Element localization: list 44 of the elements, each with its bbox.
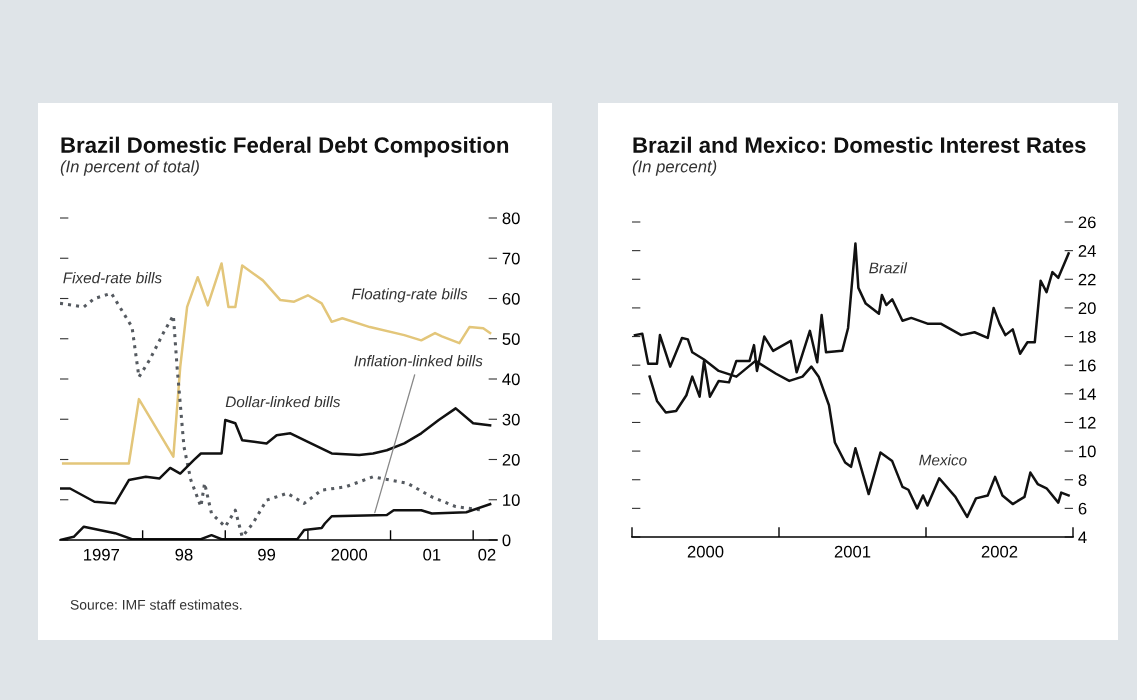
x-tick-label: 2002 [981,545,1018,558]
y-tick-label: 6 [1078,502,1087,515]
y-tick-label: 12 [1079,416,1096,429]
series-label: Dollar-linked bills [225,396,341,408]
line-series [61,262,492,465]
y-tick-label: 50 [502,333,520,345]
x-tick-label: 1997 [84,548,120,561]
x-tick-label: 2001 [834,545,871,558]
y-tick-label: 80 [502,212,520,225]
y-tick-label: 20 [502,453,520,466]
series-label: Brazil [869,262,908,274]
x-tick-label: 99 [258,548,276,561]
y-tick-label: 40 [502,373,520,386]
y-tick-label: 8 [1078,474,1087,486]
y-tick-label: 18 [1079,330,1096,343]
y-tick-label: 10 [1079,445,1096,458]
series-label: Mexico [919,454,967,466]
text: Inflation-linked bills [354,355,483,367]
y-tick-label: 26 [1078,216,1096,229]
x-tick-label: 2000 [687,545,724,558]
chart-subtitle: (In percent of total) [60,160,199,176]
y-tick-label: 22 [1078,273,1096,286]
x-tick-label: 2000 [331,548,368,561]
x-tick-label: 98 [175,548,193,561]
y-tick-label: 4 [1078,531,1087,544]
x-tick-label: 02 [478,548,496,561]
line-series [60,407,492,505]
y-tick-label: 24 [1078,245,1096,257]
chart-subtitle: (In percent) [632,160,717,176]
y-tick-label: 0 [502,534,511,547]
y-tick-label: 30 [502,413,520,426]
series-label: Fixed-rate bills [63,272,162,284]
y-tick-label: 20 [1078,302,1096,315]
y-tick-label: 70 [502,252,520,265]
y-tick-label: 10 [503,494,520,506]
source-note: Source: IMF staff estimates. [70,599,242,610]
line-series [60,502,492,540]
y-tick-label: 14 [1079,388,1096,400]
y-tick-label: 60 [502,292,520,305]
chart-title: Brazil and Mexico: Domestic Interest Rates [633,136,1086,153]
series-label: Floating-rate bills [351,288,468,303]
chart-title: Brazil Domestic Federal Debt Composition [61,136,509,158]
x-tick-label: 01 [423,548,441,561]
y-tick-label: 16 [1079,359,1096,372]
